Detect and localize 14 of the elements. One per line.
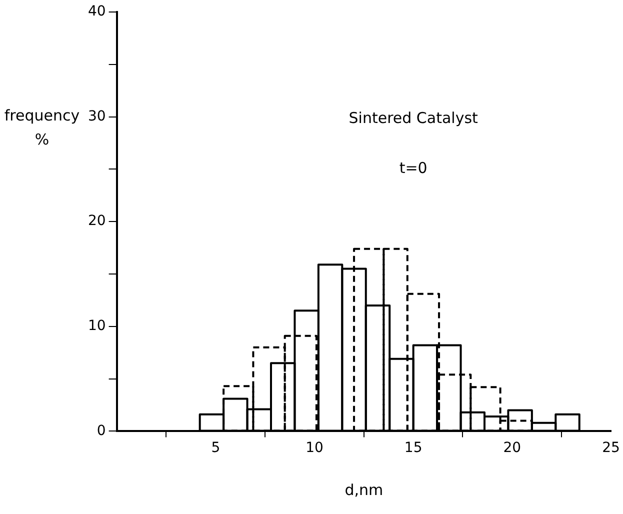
x-tick-label: 25 <box>602 440 620 456</box>
y-tick-label: 30 <box>88 108 106 124</box>
y-tick-label: 20 <box>88 213 106 230</box>
y-tick-label: 0 <box>96 422 106 439</box>
x-tick-label: 15 <box>404 440 422 456</box>
annotation: Sintered Catalyst <box>348 108 478 127</box>
y-axis-title: frequency % <box>4 106 80 149</box>
x-tick-label: 10 <box>306 440 324 456</box>
y-tick-label: 10 <box>88 318 106 334</box>
y-tick-label: 40 <box>88 4 106 20</box>
x-tick-label: 5 <box>211 440 220 456</box>
annotation: t=0 <box>399 158 428 177</box>
x-axis-title: d,nm <box>344 480 384 499</box>
x-tick-label: 20 <box>503 440 522 456</box>
